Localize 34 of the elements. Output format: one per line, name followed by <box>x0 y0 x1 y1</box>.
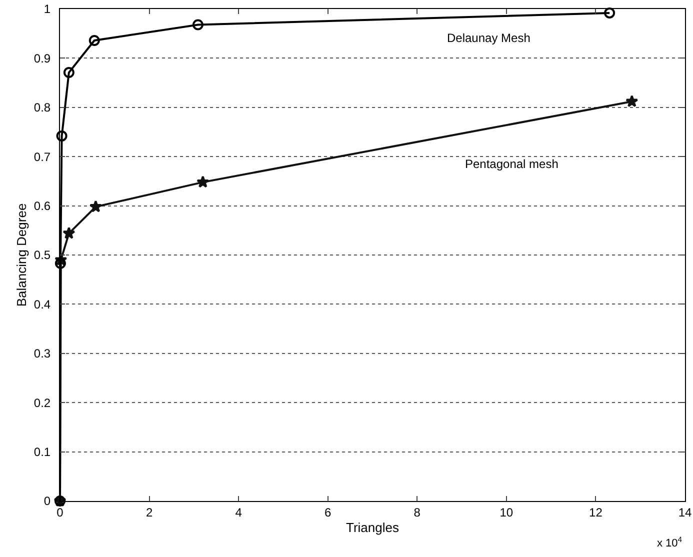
point <box>196 176 210 188</box>
y-tick-label: 1 <box>44 2 51 16</box>
x-tick-label: 4 <box>235 505 242 520</box>
point <box>56 130 68 142</box>
y-tick-label: 0.9 <box>34 51 51 66</box>
text: x 10$^{4}$ <box>657 535 683 550</box>
y-tick-label: 0.7 <box>34 150 51 164</box>
y-axis-title: Balancing Degree <box>14 203 29 307</box>
y-tick-label: 0 <box>44 494 51 508</box>
point <box>54 258 66 269</box>
point <box>63 66 74 78</box>
y-tick-label: 0.6 <box>34 199 51 213</box>
x-tick-label: 8 <box>414 505 421 520</box>
x-axis-title: Triangles <box>346 520 400 535</box>
point <box>626 94 638 108</box>
x-tick-label: 12 <box>589 505 603 520</box>
point <box>62 226 76 239</box>
y-tick-label: 0.1 <box>34 445 51 459</box>
x-tick-label: 6 <box>324 505 332 520</box>
point <box>88 34 100 46</box>
x-tick-label: 0 <box>56 505 64 520</box>
x-tick-label: 2 <box>146 505 153 520</box>
point <box>89 200 102 212</box>
y-tick-label: 0.2 <box>34 396 51 410</box>
y-tick-label: 0.5 <box>34 248 51 262</box>
point <box>604 7 616 18</box>
y-tick-label: 0.3 <box>34 346 51 361</box>
x-tick-label: 10 <box>500 505 514 520</box>
point <box>192 19 204 30</box>
y-tick-label: 0.8 <box>34 100 51 115</box>
series-label: Pentagonal mesh <box>465 157 558 171</box>
x-tick-label: 14 <box>678 505 692 520</box>
series-label: Delaunay Mesh <box>447 31 530 45</box>
y-tick-label: 0.4 <box>34 297 51 312</box>
